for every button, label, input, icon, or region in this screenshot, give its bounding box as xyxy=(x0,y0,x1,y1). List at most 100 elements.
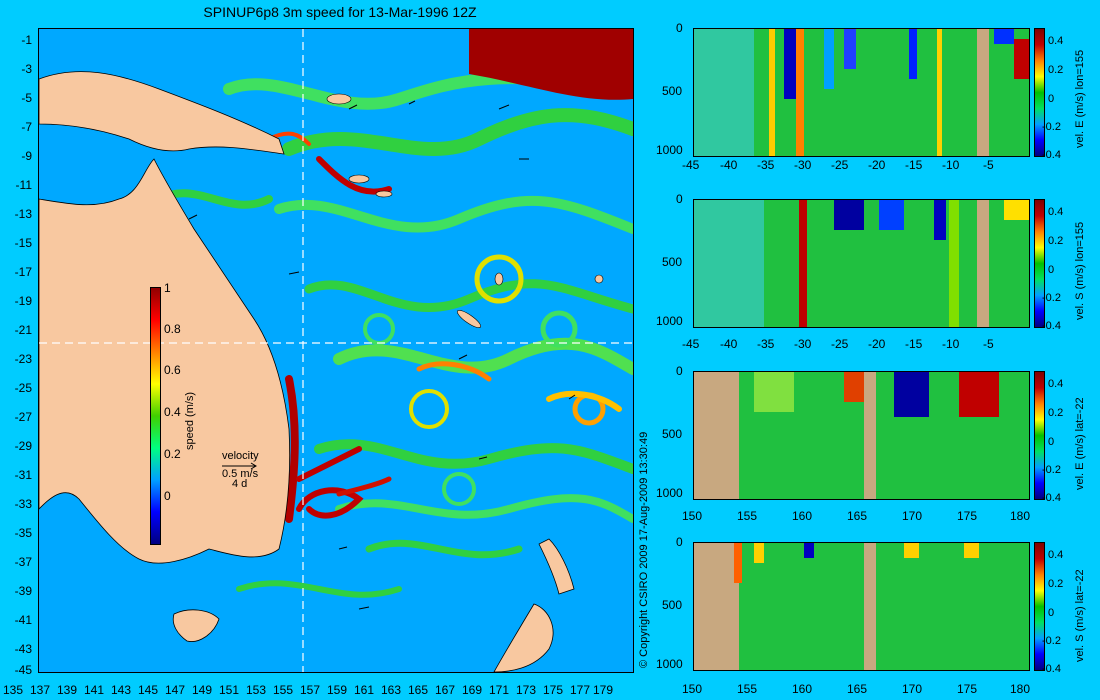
land-new-guinea xyxy=(39,71,285,155)
lat-tick: -13 xyxy=(14,207,32,221)
x-tick: 170 xyxy=(902,509,923,523)
depth-tick: 1000 xyxy=(656,657,683,671)
lon-tick: 167 xyxy=(435,683,456,697)
depth-tick: 500 xyxy=(662,427,683,441)
cbar-tick: -0.2 xyxy=(1042,292,1061,304)
x-tick: 155 xyxy=(737,509,758,523)
x-tick: -15 xyxy=(905,158,923,172)
cbar-tick: 0.4 xyxy=(1048,378,1064,390)
velocity-legend-title: velocity xyxy=(222,450,259,462)
lat-tick: -27 xyxy=(14,410,32,424)
depth-tick: 1000 xyxy=(656,143,683,157)
x-tick: -10 xyxy=(942,158,960,172)
x-tick: 170 xyxy=(902,682,923,696)
lat-tick: -3 xyxy=(21,62,32,76)
lon-tick: 165 xyxy=(408,683,429,697)
lon-tick: 141 xyxy=(84,683,105,697)
lat-tick: -29 xyxy=(14,439,32,453)
cbar-tick: 0.2 xyxy=(1048,578,1064,590)
section-panel-2-label: vel. S (m/s) lon=155 xyxy=(1074,221,1086,320)
colorbar-tick: 0.2 xyxy=(164,447,181,461)
lat-tick: -5 xyxy=(21,91,32,105)
velocity-legend-duration: 4 d xyxy=(232,478,248,490)
x-tick: -25 xyxy=(831,158,849,172)
lat-tick: -39 xyxy=(14,584,32,598)
x-tick: -45 xyxy=(682,158,700,172)
x-tick: -25 xyxy=(831,337,849,351)
small-islands xyxy=(326,93,604,328)
section-panel-3-image xyxy=(694,372,1029,499)
section-panel-2-image xyxy=(694,200,1029,327)
lat-tick: -1 xyxy=(21,33,32,47)
section-panel-3-colorbar xyxy=(1034,371,1045,500)
lat-tick: -19 xyxy=(14,294,32,308)
section-panel-4-colorbar xyxy=(1034,542,1045,671)
x-tick: -10 xyxy=(942,337,960,351)
section-panel-3-label: vel. E (m/s) lat=-22 xyxy=(1074,397,1086,490)
x-tick: -5 xyxy=(983,337,994,351)
land-new-zealand xyxy=(493,538,575,672)
lon-tick: 145 xyxy=(138,683,159,697)
section-panel-4-image xyxy=(694,543,1029,670)
x-tick: -35 xyxy=(757,158,775,172)
cbar-tick: -0.2 xyxy=(1042,121,1061,133)
lat-tick: -7 xyxy=(21,120,32,134)
x-tick: 180 xyxy=(1010,509,1031,523)
speed-colorbar xyxy=(150,287,161,545)
section-panel-2 xyxy=(693,199,1030,328)
cbar-tick: -0.4 xyxy=(1042,320,1061,332)
land-tasmania xyxy=(172,609,220,642)
x-tick: -5 xyxy=(983,158,994,172)
lon-tick: 159 xyxy=(327,683,348,697)
depth-tick: 0 xyxy=(676,21,683,35)
depth-tick: 500 xyxy=(662,255,683,269)
lon-tick: 169 xyxy=(462,683,483,697)
x-tick: 155 xyxy=(737,682,758,696)
cbar-tick: -0.2 xyxy=(1042,635,1061,647)
x-tick: -35 xyxy=(757,337,775,351)
cbar-tick: 0.4 xyxy=(1048,549,1064,561)
lon-tick: 155 xyxy=(273,683,294,697)
lat-tick: -31 xyxy=(14,468,32,482)
x-tick: -40 xyxy=(720,158,738,172)
plot-title: SPINUP6p8 3m speed for 13-Mar-1996 12Z xyxy=(203,4,477,20)
x-tick: 165 xyxy=(847,682,868,696)
lat-tick: -9 xyxy=(21,149,32,163)
copyright-text: © Copyright CSIRO 2009 17-Aug-2009 13:30… xyxy=(638,431,650,668)
lon-tick: 177 xyxy=(570,683,591,697)
speed-map xyxy=(38,28,634,673)
lon-tick: 153 xyxy=(246,683,267,697)
velocity-legend-speed: 0.5 m/s xyxy=(222,468,259,480)
x-tick: 160 xyxy=(792,509,813,523)
lon-tick: 147 xyxy=(165,683,186,697)
cbar-tick: 0.4 xyxy=(1048,35,1064,47)
lat-tick: -25 xyxy=(14,381,32,395)
lat-tick: -35 xyxy=(14,526,32,540)
section-panel-1-colorbar xyxy=(1034,28,1045,157)
section-panel-2-colorbar xyxy=(1034,199,1045,328)
lon-tick: 161 xyxy=(354,683,375,697)
cbar-tick: 0 xyxy=(1048,93,1055,105)
lat-tick: -43 xyxy=(14,642,32,656)
x-tick: 175 xyxy=(957,682,978,696)
land-australia xyxy=(39,158,291,564)
x-tick: 150 xyxy=(682,682,703,696)
x-tick: -20 xyxy=(868,158,886,172)
x-tick: -45 xyxy=(682,337,700,351)
lon-tick: 171 xyxy=(489,683,510,697)
section-panel-4 xyxy=(693,542,1030,671)
section-panel-4-label: vel. S (m/s) lat=-22 xyxy=(1074,569,1086,662)
cbar-tick: 0 xyxy=(1048,264,1055,276)
x-tick: -20 xyxy=(868,337,886,351)
cbar-tick: 0.2 xyxy=(1048,235,1064,247)
lat-tick: -37 xyxy=(14,555,32,569)
colorbar-label: speed (m/s) xyxy=(184,391,196,450)
x-tick: 165 xyxy=(847,509,868,523)
depth-tick: 500 xyxy=(662,84,683,98)
x-tick: 180 xyxy=(1010,682,1031,696)
cbar-tick: 0.2 xyxy=(1048,64,1064,76)
x-tick: 150 xyxy=(682,509,703,523)
lon-tick: 143 xyxy=(111,683,132,697)
colorbar-tick: 0.4 xyxy=(164,405,181,419)
lon-tick: 139 xyxy=(57,683,78,697)
